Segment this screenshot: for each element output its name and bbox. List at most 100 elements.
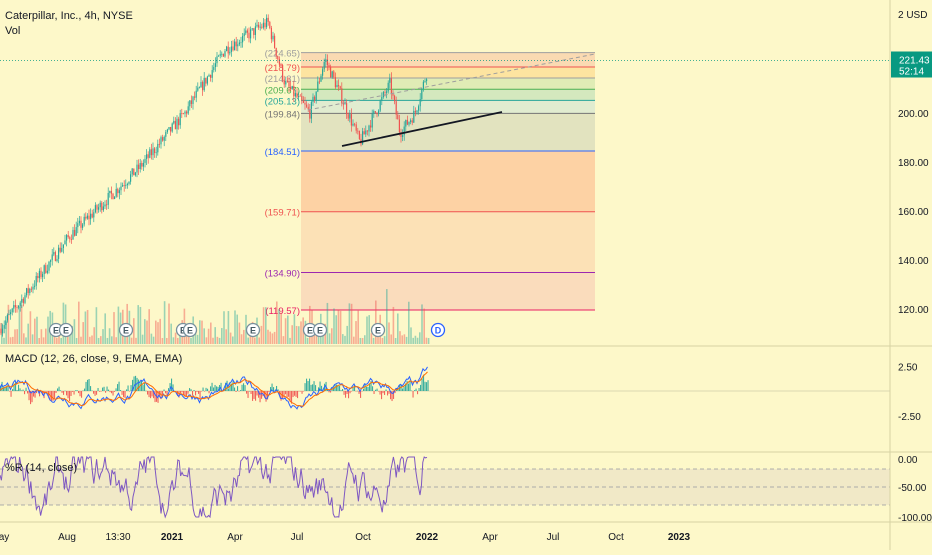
macd-histogram-bar [288, 391, 290, 397]
macd-histogram-bar [408, 383, 410, 391]
macd-histogram-bar [369, 384, 371, 391]
volume-bar [214, 327, 216, 344]
volume-bar [273, 331, 276, 344]
volume-bar [276, 301, 278, 344]
macd-histogram-bar [354, 384, 356, 391]
candle-body [269, 21, 271, 28]
candle-body [50, 260, 52, 262]
macd-histogram-bar [381, 391, 383, 400]
macd-histogram-bar [12, 389, 14, 391]
earnings-marker[interactable] [370, 322, 386, 338]
candle-body [250, 29, 252, 39]
macd-histogram-bar [25, 387, 27, 391]
macd-histogram-bar [129, 391, 131, 392]
volume-bar [104, 313, 106, 344]
candle-body [202, 82, 204, 91]
macd-histogram-bar [252, 391, 254, 401]
candle-body [35, 276, 37, 286]
candle-body [293, 86, 295, 97]
macd-histogram-bar [15, 382, 17, 391]
symbol-title[interactable]: Caterpillar, Inc., 4h, NYSE [5, 10, 133, 22]
candle-body [277, 56, 279, 60]
macd-histogram-bar [112, 391, 114, 396]
macd-histogram-bar [151, 391, 153, 397]
candle-body [181, 113, 183, 114]
volume-bar [117, 306, 120, 344]
volume-bar [346, 325, 348, 344]
candle-body [126, 183, 128, 186]
macd-histogram-bar [201, 391, 203, 392]
candle-body [139, 162, 141, 170]
candle-body [280, 64, 282, 66]
macd-histogram-bar [363, 388, 365, 391]
candle-body [102, 206, 104, 211]
macd-histogram-bar [36, 391, 38, 394]
candle-body [352, 123, 354, 126]
fib-zone [301, 66, 595, 78]
candle-body [168, 127, 170, 130]
volume-bar [427, 337, 430, 344]
drawings[interactable] [0, 53, 890, 147]
volume-bar [12, 336, 14, 344]
candle-body [302, 100, 304, 103]
volume-bar [161, 337, 164, 344]
candle-body [251, 28, 253, 30]
earnings-marker[interactable] [182, 322, 198, 338]
time-tick-label: Aug [58, 532, 76, 543]
candle-body [370, 125, 372, 128]
macd-title[interactable]: MACD (12, 26, close, 9, EMA, EMA) [5, 353, 183, 365]
candle-body [291, 86, 293, 90]
volume-bar [282, 336, 285, 344]
candle-body [256, 24, 258, 27]
candle-body [259, 26, 261, 28]
macd-histogram-bar [24, 391, 26, 395]
macd-histogram-bar [103, 386, 105, 391]
vol-label[interactable]: Vol [5, 25, 21, 37]
earnings-marker[interactable] [58, 322, 74, 338]
macd-histogram-bar [192, 391, 194, 396]
volume-bar [56, 337, 58, 344]
volume-bar [322, 331, 324, 344]
time-tick-label: Oct [355, 532, 371, 543]
macd-histogram-bar [190, 389, 192, 391]
candle-body [190, 100, 192, 104]
macd-histogram-bar [351, 391, 353, 392]
candle-body [91, 213, 93, 218]
currency-label: 2 USD [898, 10, 927, 21]
candle-body [213, 67, 215, 71]
candle-body [184, 111, 186, 114]
time-tick-label: Apr [482, 532, 498, 543]
earnings-marker[interactable] [245, 322, 261, 338]
volume-bar [170, 323, 172, 344]
earnings-marker[interactable] [118, 322, 134, 338]
macd-histogram-bar [18, 384, 20, 391]
time-tick-label: 2023 [668, 532, 691, 543]
earnings-marker[interactable] [312, 322, 328, 338]
macd-histogram-bar [412, 391, 414, 398]
candle-body [301, 95, 303, 101]
macd-histogram-bar [88, 379, 90, 391]
volume-bar [366, 316, 368, 344]
candle-body [144, 158, 146, 163]
macd-histogram-bar [145, 390, 147, 392]
event-markers[interactable]: EEEEEEEEED [48, 322, 446, 338]
macd-histogram-bar [382, 391, 384, 394]
volume-bar [201, 320, 203, 344]
candle-body [282, 65, 284, 80]
macd-histogram-bar [10, 391, 12, 397]
candle-body [198, 87, 200, 89]
wr-title[interactable]: %R (14, close) [5, 462, 78, 474]
volume-bar [135, 337, 137, 344]
dividend-marker[interactable] [430, 322, 446, 338]
macd-histogram-bar [96, 391, 98, 395]
macd-histogram-bar [306, 378, 308, 391]
fib-retracement[interactable]: (224.65)(218.79)(214.31)(209.67)(205.13)… [265, 49, 595, 317]
macd-histogram-bar [211, 382, 213, 391]
macd-histogram-bar [196, 391, 198, 392]
candle-body [14, 305, 16, 308]
candle-body [283, 79, 285, 85]
macd-histogram-bar [294, 391, 296, 396]
macd-histogram-bar [264, 391, 266, 398]
